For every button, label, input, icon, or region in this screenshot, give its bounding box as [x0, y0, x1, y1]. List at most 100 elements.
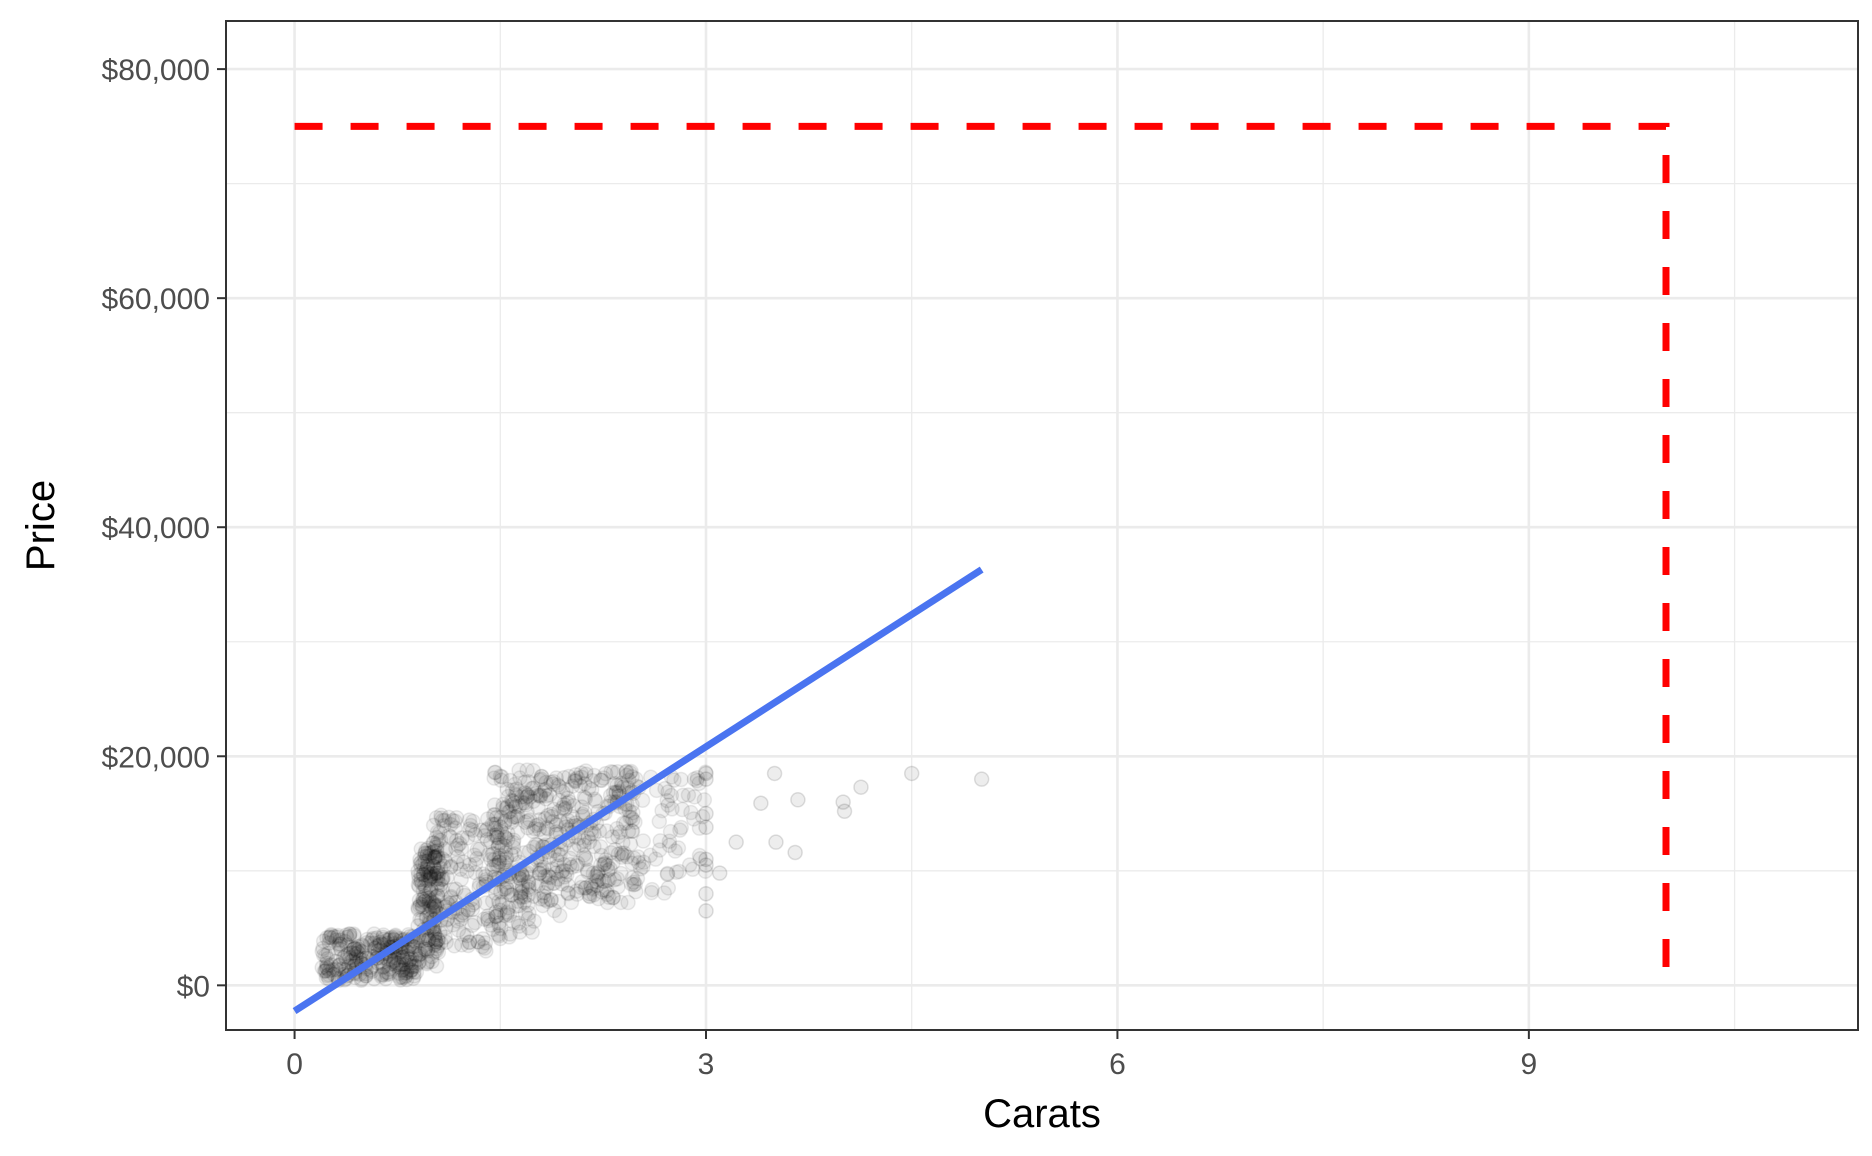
scatter-point	[428, 943, 445, 959]
scatter-point	[399, 948, 415, 964]
scatter-point	[403, 954, 420, 971]
scatter-point	[411, 898, 428, 915]
scatter-point	[484, 846, 501, 862]
scatter-point	[519, 788, 536, 805]
scatter-point	[576, 789, 593, 805]
scatter-point	[492, 902, 508, 919]
scatter-point	[673, 819, 689, 836]
scatter-point	[486, 764, 503, 781]
scatter-point	[379, 966, 395, 983]
scatter-point	[550, 846, 567, 863]
scatter-point	[571, 837, 587, 854]
scatter-point	[517, 905, 533, 921]
scatter-point	[437, 812, 453, 829]
scatter-point	[500, 899, 517, 916]
scatter-point	[331, 936, 347, 952]
scatter-point	[429, 940, 445, 957]
scatter-point	[459, 863, 475, 879]
scatter-point	[417, 939, 434, 956]
scatter-point	[787, 844, 803, 861]
scatter-point	[504, 792, 520, 809]
scatter-point	[536, 825, 552, 842]
scatter-point	[391, 969, 408, 986]
scatter-point	[406, 968, 422, 984]
scatter-point	[401, 954, 417, 970]
scatter-point	[497, 845, 514, 861]
scatter-point	[414, 897, 431, 913]
scatter-point	[375, 959, 391, 975]
scatter-point	[430, 931, 446, 948]
scatter-point	[511, 762, 527, 779]
scatter-point	[419, 848, 435, 864]
scatter-point	[491, 854, 507, 871]
scatter-point	[467, 914, 483, 931]
scatter-point	[391, 965, 408, 982]
scatter-point	[533, 771, 549, 787]
scatter-point	[476, 940, 493, 956]
scatter-point	[453, 911, 469, 928]
scatter-point	[603, 844, 619, 861]
scatter-point	[556, 869, 573, 885]
scatter-point	[398, 956, 414, 972]
scatter-point	[593, 884, 610, 900]
scatter-point	[621, 772, 637, 789]
scatter-point	[415, 891, 432, 908]
scatter-point	[673, 771, 689, 788]
scatter-point	[597, 852, 614, 868]
scatter-point	[341, 926, 358, 942]
reference-dashed-line	[294, 122, 1670, 986]
scatter-point	[330, 927, 346, 944]
scatter-point	[378, 964, 395, 981]
y-tick-label: $20,000	[102, 741, 210, 774]
scatter-point	[543, 774, 559, 790]
scatter-point	[622, 809, 638, 826]
scatter-point	[494, 839, 510, 855]
scatter-point	[323, 927, 340, 944]
scatter-point	[609, 764, 626, 780]
scatter-point	[586, 767, 603, 784]
scatter-point	[404, 958, 420, 975]
scatter-point	[343, 945, 359, 961]
scatter-point	[581, 834, 598, 850]
scatter-point	[594, 873, 611, 889]
scatter-point	[422, 845, 439, 861]
scatter-point	[524, 780, 540, 797]
scatter-point	[686, 789, 703, 805]
scatter-point	[317, 948, 334, 964]
scatter-point	[614, 777, 630, 793]
scatter-point	[692, 851, 709, 867]
scatter-point	[605, 889, 622, 906]
scatter-point	[333, 961, 350, 978]
scatter-point	[666, 772, 682, 788]
scatter-point	[610, 846, 627, 862]
scatter-point	[545, 813, 561, 830]
scatter-point	[485, 845, 502, 862]
scatter-point	[410, 955, 427, 971]
scatter-point	[519, 813, 536, 829]
scatter-point	[503, 814, 520, 831]
scatter-point	[541, 787, 558, 803]
scatter-point	[417, 941, 434, 958]
scatter-point	[317, 962, 334, 979]
scatter-point	[497, 830, 514, 846]
scatter-point	[647, 851, 664, 867]
scatter-point	[426, 868, 442, 884]
scatter-point	[614, 849, 630, 865]
scatter-point	[411, 892, 428, 908]
scatter-point	[601, 871, 617, 888]
scatter-point	[582, 888, 598, 905]
scatter-point	[409, 951, 426, 968]
scatter-point	[602, 787, 619, 804]
scatter-point	[427, 936, 443, 953]
scatter-point	[531, 865, 548, 881]
scatter-point	[405, 970, 422, 987]
scatter-point	[495, 796, 512, 813]
scatter-point	[495, 800, 511, 816]
scatter-point	[389, 955, 405, 971]
scatter-point	[418, 890, 435, 907]
scatter-point	[683, 804, 699, 821]
scatter-point	[492, 930, 508, 947]
scatter-point	[578, 879, 594, 896]
scatter-point	[420, 868, 437, 884]
x-tick-label: 6	[1109, 1048, 1126, 1081]
